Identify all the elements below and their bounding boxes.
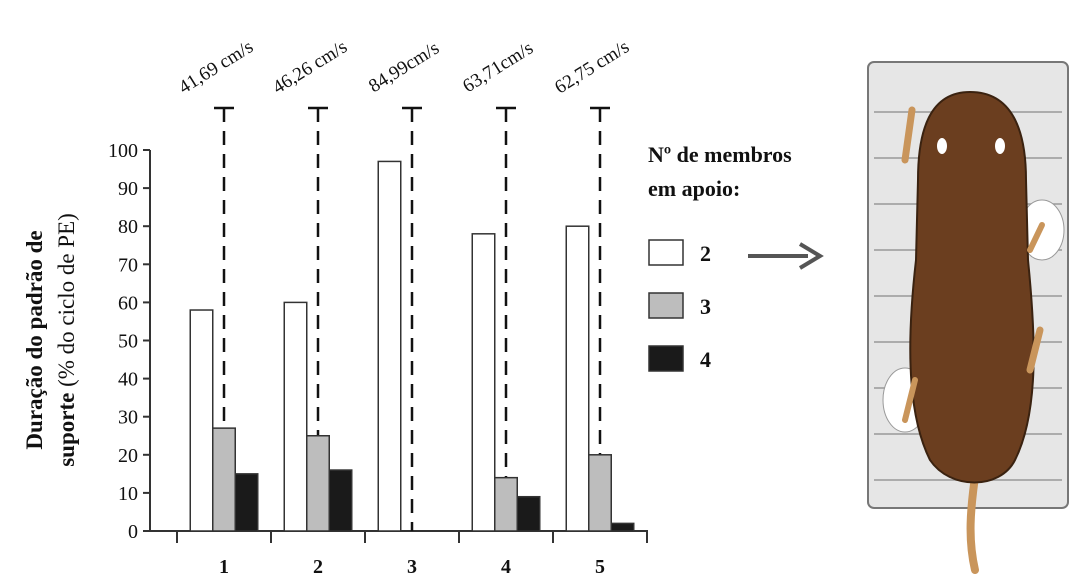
bar (190, 310, 213, 531)
speed-label: 62,75 cm/s (551, 36, 633, 98)
bar (589, 455, 612, 531)
y-axis-label: Duração do padrão de suporte (% do ciclo… (22, 213, 79, 467)
legend-swatch (649, 346, 683, 371)
y-label-line-2: suporte (% do ciclo de PE) (54, 213, 79, 467)
y-tick-label: 70 (118, 254, 138, 276)
y-tick-label: 60 (118, 292, 138, 314)
legend-title: em apoio: (648, 176, 740, 201)
chart: Duração do padrão de suporte (% do ciclo… (0, 0, 1075, 576)
bar (284, 302, 307, 531)
y-tick-label: 80 (118, 216, 138, 238)
rat-illustration (868, 62, 1068, 570)
bar (213, 428, 236, 531)
y-tick-label: 100 (108, 140, 138, 162)
y-tick-label: 30 (118, 407, 138, 429)
y-tick-label: 10 (118, 483, 138, 505)
legend-label: 3 (700, 294, 711, 319)
x-tick-label: 5 (595, 556, 605, 576)
x-tick-label: 2 (313, 556, 323, 576)
legend-swatch (649, 293, 683, 318)
speed-label: 63,71cm/s (459, 38, 537, 97)
legend-label: 4 (700, 347, 711, 372)
legend-label: 2 (700, 241, 711, 266)
legend-swatch (649, 240, 683, 265)
bar (472, 234, 495, 531)
x-tick-label: 4 (501, 556, 511, 576)
bar (495, 478, 518, 531)
bar (517, 497, 540, 531)
x-tick-label: 3 (407, 556, 417, 576)
y-tick-label: 90 (118, 178, 138, 200)
y-tick-label: 40 (118, 369, 138, 391)
y-label-line-1: Duração do padrão de (22, 230, 47, 449)
bar (329, 470, 352, 531)
y-label-bold: suporte (54, 393, 79, 467)
legend-title: Nº de membros (648, 142, 792, 167)
bar (307, 436, 330, 531)
y-tick-label: 20 (118, 445, 138, 467)
y-tick-label: 0 (128, 521, 138, 543)
speed-label: 46,26 cm/s (269, 36, 351, 98)
y-label-normal: (% do ciclo de PE) (54, 213, 79, 387)
bar (566, 226, 589, 531)
bar (378, 161, 401, 531)
x-tick-label: 1 (219, 556, 229, 576)
y-tick-label: 50 (118, 331, 138, 353)
bar (611, 523, 634, 531)
speed-label: 41,69 cm/s (175, 36, 257, 98)
speed-label: 84,99cm/s (365, 38, 443, 97)
arrow (748, 244, 820, 268)
bar (235, 474, 258, 531)
